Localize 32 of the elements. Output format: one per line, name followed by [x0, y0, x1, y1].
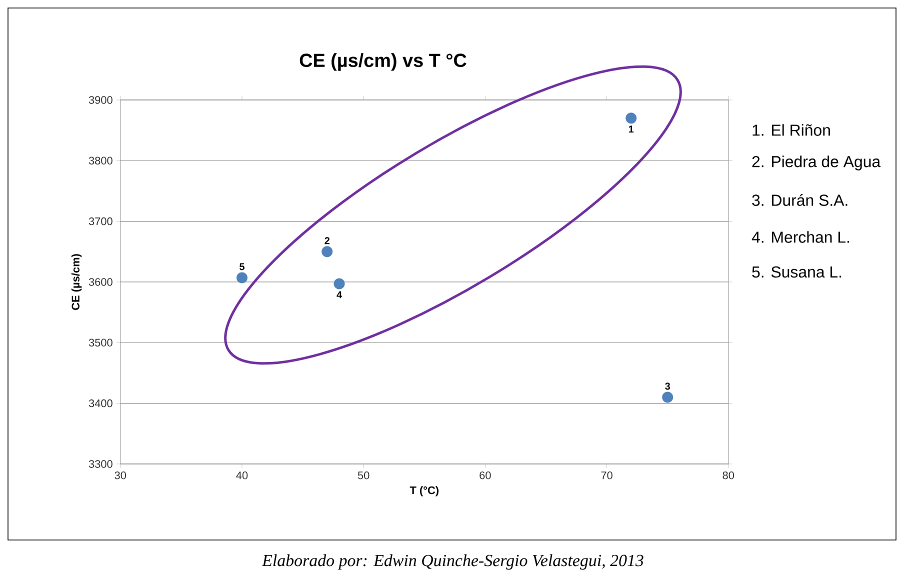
point [236, 272, 248, 284]
text: 2. Piedra de Agua [752, 156, 881, 170]
annotation: 1 [628, 126, 634, 133]
annotation: 4 [336, 291, 342, 298]
x-tick-label: 70 [601, 472, 612, 480]
annotation: 3 [665, 382, 670, 390]
x-tick-label: 80 [722, 472, 734, 480]
point [626, 112, 637, 124]
x-axis-title: T (°C) [410, 486, 439, 496]
annotation: 2 [324, 237, 330, 244]
point [334, 278, 345, 290]
x-tick-label: 50 [358, 472, 370, 480]
y-tick-label: 3900 [88, 96, 112, 104]
x-tick-label: 60 [480, 472, 491, 480]
x-tick-label: 30 [114, 472, 126, 480]
y-tick-label: 3800 [88, 156, 112, 165]
x-tick-label: 40 [236, 472, 248, 480]
annotation: 5 [240, 263, 244, 270]
y-tick-label: 3400 [88, 399, 112, 408]
y-tick-label: 3700 [88, 217, 112, 226]
y-tick-label: 3600 [88, 278, 112, 286]
text: Elaborado por: Edwin Quinche-Sergio Velastegui, 2013 [262, 554, 644, 570]
y-axis-title: CE (µs/cm) [71, 254, 82, 310]
point [322, 246, 333, 258]
text: 3. Durán S.A. [752, 194, 848, 206]
text: 4. Merchan L. [752, 231, 849, 243]
y-tick-label: 3500 [88, 338, 112, 347]
point [662, 392, 674, 403]
chart-title: CE (µs/cm) vs T °C [300, 53, 466, 71]
text: 5. Susana L. [752, 266, 842, 278]
y-tick-label: 3300 [88, 460, 112, 468]
text: 1. El Riñon [752, 124, 830, 136]
